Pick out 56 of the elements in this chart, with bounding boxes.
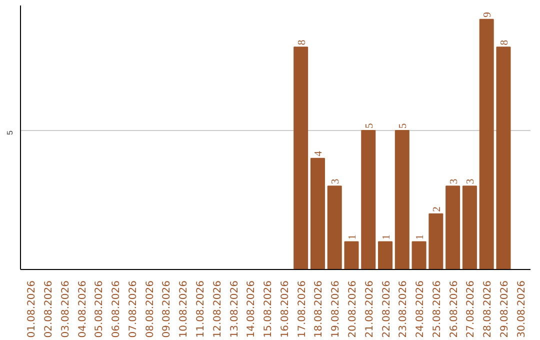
- x-tick-label: 05.08.2026: [94, 280, 106, 338]
- data-label: 2: [432, 206, 443, 212]
- bar: [310, 158, 325, 270]
- data-label: 9: [482, 12, 494, 18]
- data-label: 8: [499, 40, 510, 46]
- x-tick-label: 08.08.2026: [144, 280, 156, 338]
- x-tick-label: 14.08.2026: [246, 280, 258, 338]
- bar: [327, 186, 342, 270]
- data-label: 8: [296, 40, 308, 46]
- x-tick-label: 15.08.2026: [263, 280, 274, 338]
- bar: [496, 46, 511, 270]
- x-tick-label: 29.08.2026: [499, 280, 510, 338]
- bar: [394, 130, 410, 270]
- data-label: 1: [415, 234, 426, 240]
- x-tick-label: 13.08.2026: [229, 280, 240, 338]
- x-tick-label: 02.08.2026: [44, 280, 55, 338]
- data-label: 1: [347, 234, 358, 240]
- bar: [462, 186, 477, 270]
- x-tick-label: 01.08.2026: [26, 280, 38, 338]
- data-label: 3: [466, 178, 477, 184]
- x-tick-label: 09.08.2026: [162, 280, 173, 338]
- x-tick-label: 10.08.2026: [178, 280, 190, 338]
- x-tick-label: 20.08.2026: [347, 280, 358, 338]
- data-label: 4: [314, 150, 325, 156]
- x-tick-label: 26.08.2026: [448, 280, 460, 338]
- x-tick-label: 17.08.2026: [296, 280, 308, 338]
- data-label: 5: [398, 123, 410, 129]
- x-tick-label: 25.08.2026: [432, 280, 443, 338]
- bar: [361, 130, 376, 270]
- x-tick-label: 28.08.2026: [482, 280, 494, 338]
- bar: [344, 241, 359, 270]
- data-label: 5: [364, 123, 376, 129]
- x-tick-label: 19.08.2026: [330, 280, 342, 338]
- x-tick-label: 16.08.2026: [280, 280, 291, 338]
- data-label: 1: [381, 234, 392, 240]
- x-tick-label: 06.08.2026: [111, 280, 122, 338]
- x-tick-label: 27.08.2026: [466, 280, 477, 338]
- bar: [446, 186, 460, 270]
- bar: [412, 241, 426, 270]
- bar: [294, 46, 308, 270]
- x-tick-label: 04.08.2026: [77, 280, 88, 338]
- x-tick-label: 11.08.2026: [196, 280, 207, 338]
- x-tick-label: 23.08.2026: [398, 280, 410, 338]
- x-tick-label: 07.08.2026: [128, 280, 139, 338]
- x-tick-label: 18.08.2026: [314, 280, 325, 338]
- bar: [428, 213, 444, 270]
- x-tick-label: 24.08.2026: [415, 280, 426, 338]
- x-tick-label: 30.08.2026: [516, 280, 528, 338]
- bar: [479, 18, 494, 270]
- x-tick-label: 22.08.2026: [381, 280, 392, 338]
- x-tick-label: 03.08.2026: [60, 280, 72, 338]
- bar: [378, 241, 393, 270]
- x-tick-label: 12.08.2026: [212, 280, 224, 338]
- data-label: 3: [330, 178, 342, 184]
- x-tick-label: 21.08.2026: [364, 280, 376, 338]
- data-label: 3: [448, 178, 460, 184]
